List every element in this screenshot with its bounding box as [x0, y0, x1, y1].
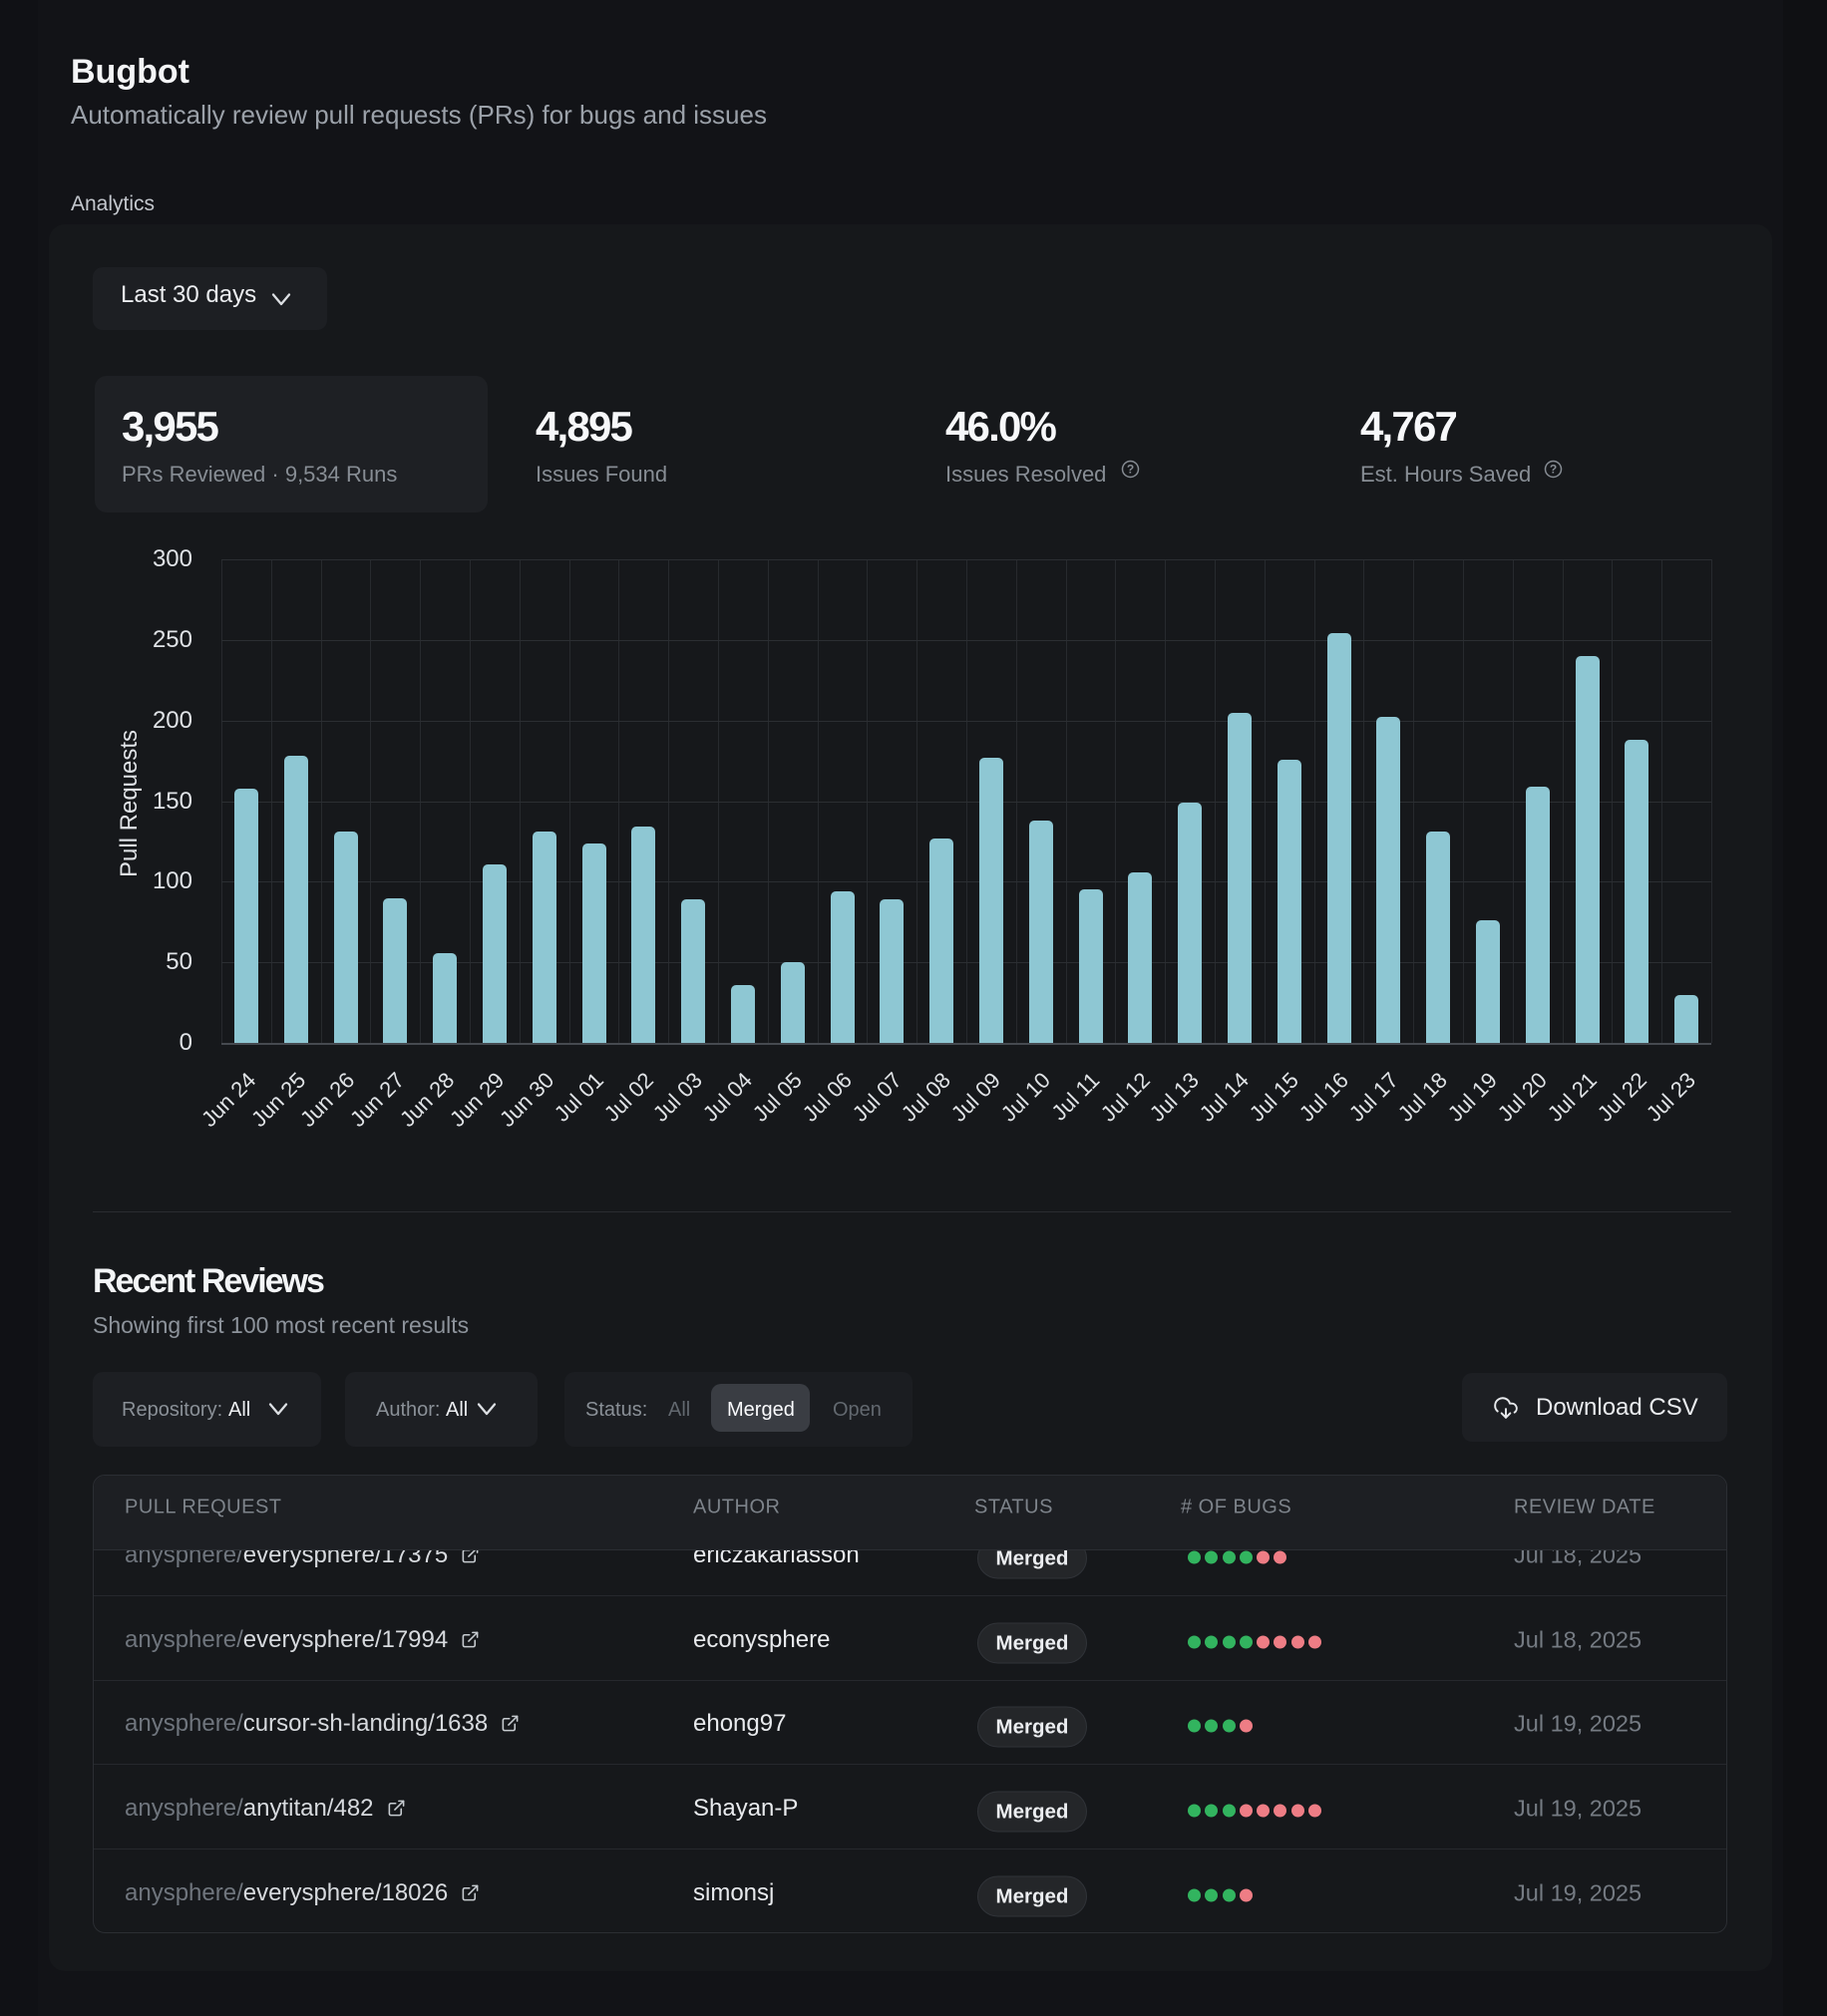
- svg-text:?: ?: [1550, 463, 1557, 477]
- svg-text:?: ?: [1127, 463, 1134, 477]
